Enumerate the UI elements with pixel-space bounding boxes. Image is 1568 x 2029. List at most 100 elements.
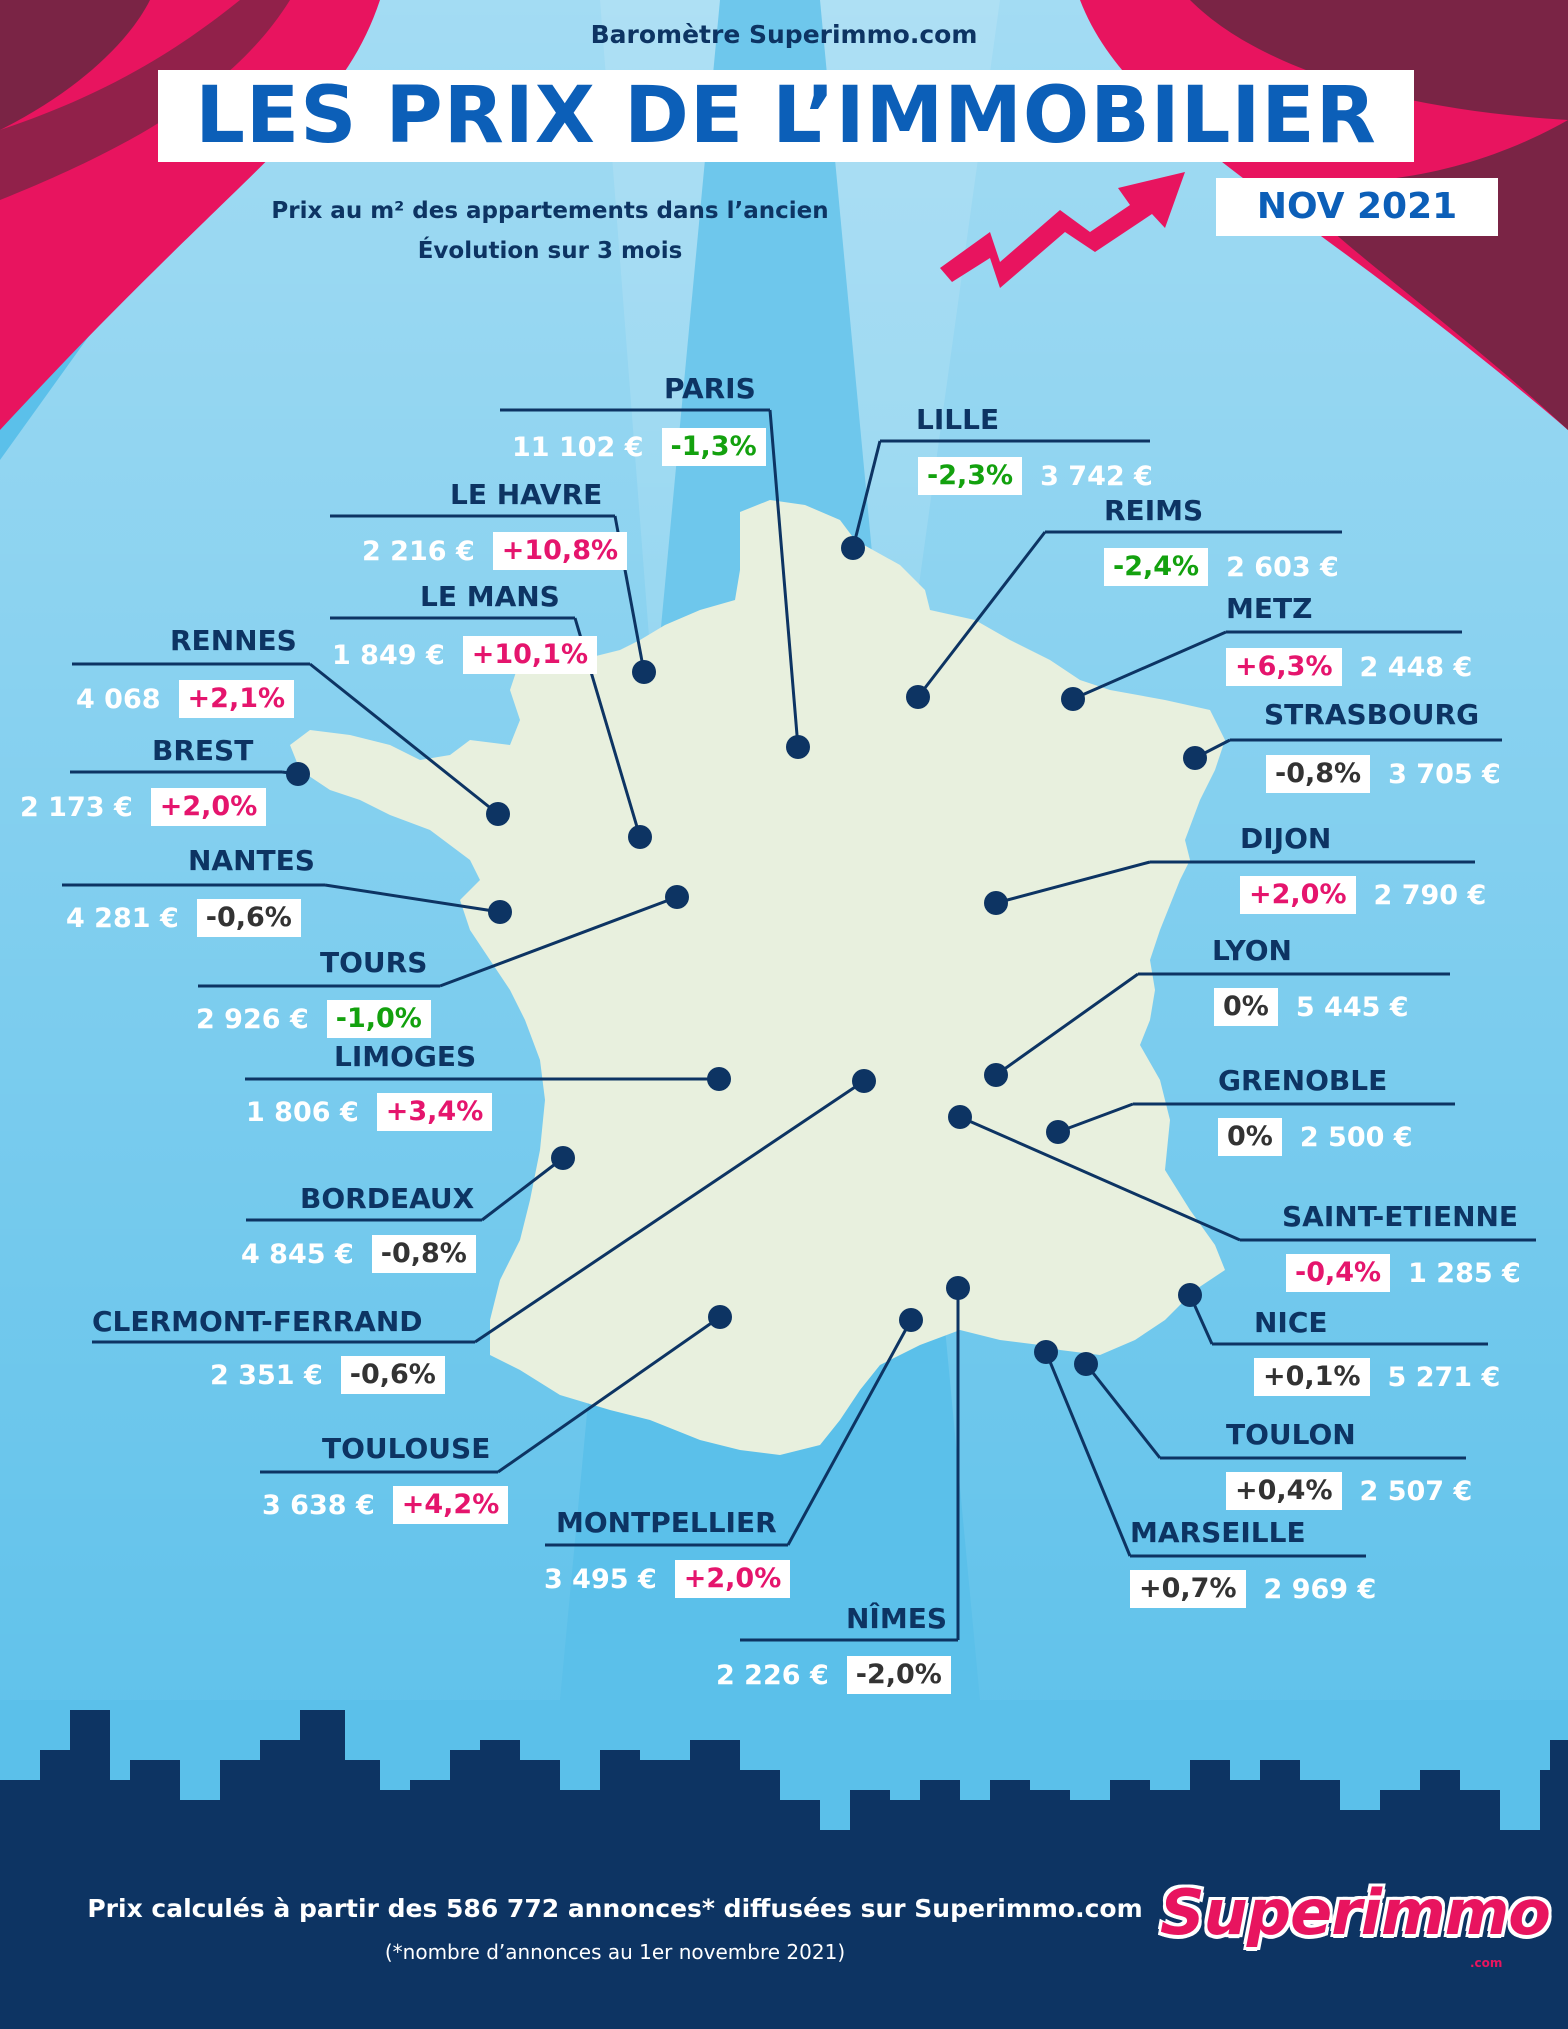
city-marker-dijon — [984, 891, 1008, 915]
city-values-tours: 2 926 € -1,0% — [196, 1000, 431, 1038]
france-map-icon — [290, 500, 1225, 1455]
leader-line-metz — [1072, 630, 1227, 701]
skyline-icon — [0, 1710, 1568, 2029]
city-name-nantes: NANTES — [188, 844, 315, 877]
city-marker-limoges — [707, 1067, 731, 1091]
leader-line-reims — [916, 531, 1047, 698]
city-name-montpellier: MONTPELLIER — [556, 1506, 777, 1539]
leader-line-lille — [851, 440, 882, 549]
city-marker-metz — [1061, 687, 1085, 711]
city-price-reims: 2 603 € — [1226, 551, 1339, 583]
city-price-clermont-ferrand: 2 351 € — [210, 1359, 323, 1391]
city-values-lyon: 0% 5 445 € — [1214, 988, 1409, 1026]
city-marker-strasbourg — [1183, 746, 1207, 770]
city-values-strasbourg: -0,8% 3 705 € — [1266, 755, 1501, 793]
city-change-bordeaux: -0,8% — [371, 1235, 476, 1273]
city-values-lille: -2,3% 3 742 € — [918, 457, 1153, 495]
city-change-tours: -1,0% — [326, 1000, 431, 1038]
city-values-montpellier: 3 495 € +2,0% — [544, 1560, 791, 1598]
city-marker-toulon — [1074, 1352, 1098, 1376]
city-price-toulouse: 3 638 € — [262, 1489, 375, 1521]
city-price-strasbourg: 3 705 € — [1388, 758, 1501, 790]
city-name-le-mans: LE MANS — [420, 580, 560, 613]
city-price-lille: 3 742 € — [1040, 460, 1153, 492]
city-change-nantes: -0,6% — [196, 899, 301, 937]
leader-line-nantes — [324, 883, 501, 914]
city-name-le-havre: LE HAVRE — [450, 478, 603, 511]
leader-line-tours — [439, 895, 678, 988]
city-change-saint-etienne: -0,4% — [1286, 1254, 1391, 1292]
city-name-nice: NICE — [1254, 1306, 1328, 1339]
city-marker-nîmes — [946, 1276, 970, 1300]
city-price-toulon: 2 507 € — [1359, 1475, 1473, 1507]
city-change-marseille: +0,7% — [1130, 1570, 1246, 1608]
city-price-nantes: 4 281 € — [66, 902, 179, 934]
city-name-bordeaux: BORDEAUX — [300, 1182, 475, 1215]
city-name-nîmes: NÎMES — [846, 1602, 948, 1635]
city-values-nîmes: 2 226 € -2,0% — [716, 1656, 951, 1694]
city-name-clermont-ferrand: CLERMONT-FERRAND — [92, 1305, 423, 1338]
city-name-toulon: TOULON — [1226, 1418, 1356, 1451]
leader-line-lyon — [995, 972, 1139, 1077]
city-values-marseille: +0,7% 2 969 € — [1130, 1570, 1376, 1608]
city-values-le-mans: 1 849 € +10,1% — [332, 636, 598, 674]
leader-line-montpellier — [786, 1319, 913, 1546]
city-marker-toulouse — [708, 1305, 732, 1329]
city-change-metz: +6,3% — [1226, 648, 1342, 686]
city-marker-le-mans — [628, 825, 652, 849]
city-values-grenoble: 0% 2 500 € — [1218, 1118, 1413, 1156]
subtitle-line-1: Prix au m² des appartements dans l’ancie… — [271, 198, 829, 224]
city-marker-marseille — [1034, 1340, 1058, 1364]
city-change-nice: +0,1% — [1254, 1358, 1370, 1396]
city-values-nice: +0,1% 5 271 € — [1254, 1358, 1500, 1396]
city-price-paris: 11 102 € — [512, 431, 644, 463]
city-price-saint-etienne: 1 285 € — [1408, 1257, 1521, 1289]
city-values-paris: 11 102 € -1,3% — [512, 428, 766, 466]
city-marker-rennes — [486, 802, 510, 826]
city-price-metz: 2 448 € — [1359, 651, 1473, 683]
leader-line-paris — [768, 409, 800, 748]
subtitle-line-2: Évolution sur 3 mois — [417, 238, 683, 264]
city-marker-montpellier — [899, 1308, 923, 1332]
city-price-grenoble: 2 500 € — [1299, 1121, 1413, 1153]
city-values-toulouse: 3 638 € +4,2% — [262, 1486, 509, 1524]
city-name-marseille: MARSEILLE — [1130, 1516, 1306, 1549]
city-values-metz: +6,3% 2 448 € — [1226, 648, 1472, 686]
footer-note: (*nombre d’annonces au 1er novembre 2021… — [384, 1940, 846, 1964]
city-marker-tours — [665, 885, 689, 909]
leader-line-clermont-ferrand — [474, 1079, 865, 1344]
trend-arrow-icon — [940, 172, 1185, 288]
city-change-rennes: +2,1% — [178, 680, 295, 718]
city-values-nantes: 4 281 € -0,6% — [66, 899, 301, 937]
brand-label: Baromètre Superimmo.com — [590, 20, 978, 49]
city-values-clermont-ferrand: 2 351 € -0,6% — [210, 1356, 445, 1394]
city-marker-nice — [1178, 1283, 1202, 1307]
city-values-brest: 2 173 € +2,0% — [20, 788, 267, 826]
leader-line-dijon — [995, 860, 1151, 905]
city-values-reims: -2,4% 2 603 € — [1104, 548, 1339, 586]
city-values-dijon: +2,0% 2 790 € — [1240, 876, 1486, 914]
leader-line-toulon — [1084, 1363, 1162, 1459]
city-price-bordeaux: 4 845 € — [241, 1238, 354, 1270]
superimmo-logo: Superimmo — [1160, 1876, 1551, 1949]
city-price-brest: 2 173 € — [20, 791, 133, 823]
city-name-limoges: LIMOGES — [334, 1040, 477, 1073]
leader-line-bordeaux — [481, 1156, 564, 1222]
city-values-saint-etienne: -0,4% 1 285 € — [1286, 1254, 1521, 1292]
city-change-nîmes: -2,0% — [846, 1656, 951, 1694]
city-marker-nantes — [488, 900, 512, 924]
city-name-lyon: LYON — [1212, 934, 1292, 967]
city-price-rennes: 4 068 — [76, 683, 161, 715]
city-marker-lille — [841, 536, 865, 560]
city-values-toulon: +0,4% 2 507 € — [1226, 1472, 1472, 1510]
city-name-lille: LILLE — [916, 403, 1000, 436]
city-name-tours: TOURS — [320, 946, 428, 979]
city-price-montpellier: 3 495 € — [544, 1563, 657, 1595]
city-change-lille: -2,3% — [918, 457, 1023, 495]
city-price-limoges: 1 806 € — [246, 1096, 359, 1128]
page-title: LES PRIX DE L’IMMOBILIER — [158, 70, 1414, 162]
city-change-toulon: +0,4% — [1226, 1472, 1342, 1510]
leader-line-marseille — [1044, 1351, 1132, 1557]
